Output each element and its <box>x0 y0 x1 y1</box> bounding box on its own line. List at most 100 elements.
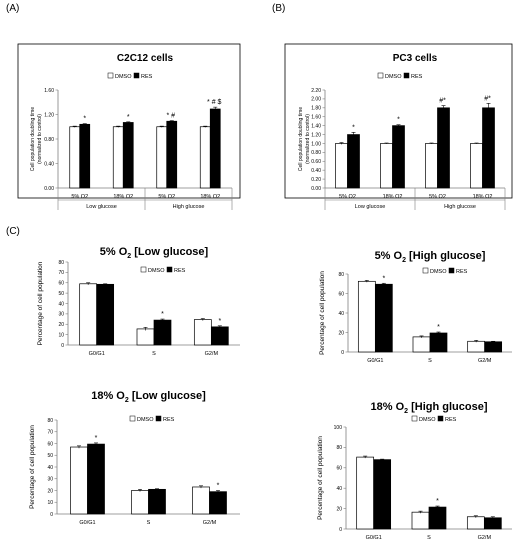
y-tick-label: 0.00 <box>311 186 321 192</box>
y-tick-label: 80 <box>47 418 53 424</box>
x-tick-label-3: G2/M <box>205 351 219 357</box>
legend-swatch-dmso <box>411 415 418 422</box>
bar-dmso-1 <box>357 280 376 353</box>
legend-swatch-dmso <box>107 72 114 79</box>
x-tick-label-1: G0/G1 <box>89 351 105 357</box>
chart-title: 5% O2 [Low glucose] <box>100 246 209 260</box>
chart-legend: DMSO RES <box>129 415 175 423</box>
x-tick-label-3: G2/M <box>478 358 492 364</box>
y-axis-label: Percentage of cell population <box>29 425 36 509</box>
bar-res-2 <box>428 506 447 530</box>
panel-label-a: (A) <box>6 3 20 14</box>
legend-label-dmso: DMSO <box>430 269 447 275</box>
legend-label-dmso: DMSO <box>137 417 154 423</box>
bar-dmso-2 <box>131 490 149 515</box>
x-tick-label-2: S <box>427 535 431 541</box>
y-tick-label: 1.20 <box>311 132 321 138</box>
x-tick-label-1: G0/G1 <box>79 520 95 526</box>
legend-swatch-dmso <box>422 267 429 274</box>
chart-title: PC3 cells <box>393 53 438 64</box>
chart-legend: DMSO RES <box>377 72 423 80</box>
x-tick-label-4: 18% O2 <box>200 194 220 200</box>
x-tick-label-3: G2/M <box>478 535 492 541</box>
bar-res-2 <box>429 332 448 353</box>
bar-dmso-3 <box>425 143 438 189</box>
legend-label-res: RES <box>445 417 457 423</box>
bar-dmso-1 <box>69 126 81 189</box>
significance-mark-2: * <box>437 324 440 331</box>
y-tick-label: 80 <box>336 445 342 451</box>
chart-frame <box>17 43 241 199</box>
chart-legend: DMSO RES <box>140 266 186 274</box>
chart-4: 5% O2 [High glucose] DMSO RES 0 20 40 60 80 Perc… <box>319 250 512 364</box>
y-tick-label: 40 <box>47 465 53 471</box>
y-tick-label: 100 <box>334 425 343 431</box>
bar-dmso-4 <box>199 126 211 189</box>
group-label-1: Low glucose <box>86 204 117 210</box>
y-tick-label: 20 <box>336 506 342 512</box>
bar-dmso-1 <box>70 446 88 515</box>
bar-res-1 <box>87 443 105 515</box>
legend-swatch-dmso <box>377 72 384 79</box>
legend-swatch-res <box>437 415 444 422</box>
bar-dmso-1 <box>356 456 375 530</box>
y-tick-label: 0 <box>339 527 342 533</box>
bar-res-2 <box>148 488 166 515</box>
y-tick-label: 0.40 <box>44 161 54 167</box>
significance-mark-3: * <box>217 483 220 490</box>
y-tick-label: 70 <box>47 430 53 436</box>
panel-label-b: (B) <box>272 3 286 14</box>
x-tick-label-3: 5% O2 <box>158 194 175 200</box>
y-axis-label: Cell population doubling time <box>30 107 36 171</box>
y-tick-label: 50 <box>47 453 53 459</box>
group-label-2: High glucose <box>173 204 205 210</box>
y-tick-label: 20 <box>58 322 64 328</box>
legend-label-res: RES <box>141 74 153 80</box>
y-tick-label: 10 <box>58 332 64 338</box>
chart-2: PC3 cells DMSO RES 0.00 0.20 0.40 0.60 0.80 1.00… <box>284 43 513 210</box>
bar-res-1 <box>373 459 392 530</box>
bar-res-1 <box>374 283 393 353</box>
legend-label-dmso: DMSO <box>115 74 132 80</box>
chart-legend: DMSO RES <box>107 72 153 80</box>
legend-swatch-res <box>403 72 410 79</box>
y-tick-label: 60 <box>338 291 344 297</box>
x-tick-label-2: S <box>147 520 151 526</box>
bar-dmso-2 <box>411 511 430 530</box>
y-tick-label: 30 <box>47 477 53 483</box>
y-tick-label: 80 <box>58 260 64 266</box>
significance-mark-4: #* <box>484 95 491 102</box>
bar-res-1 <box>79 123 91 189</box>
group-label-2: High glucose <box>444 204 476 210</box>
bar-dmso-2 <box>136 328 155 346</box>
bar-dmso-1 <box>79 283 98 346</box>
bar-dmso-4 <box>470 143 483 189</box>
y-tick-label: 1.80 <box>311 106 321 112</box>
y-tick-label: 40 <box>58 301 64 307</box>
y-tick-label: 0.60 <box>311 159 321 165</box>
legend-label-res: RES <box>411 74 423 80</box>
y-tick-label: 40 <box>338 311 344 317</box>
chart-legend: DMSO RES <box>422 267 468 275</box>
bar-res-2 <box>122 122 134 189</box>
chart-title: C2C12 cells <box>117 53 174 64</box>
panel-label-c: (C) <box>6 226 20 237</box>
x-tick-label-1: 5% O2 <box>339 194 356 200</box>
significance-mark-2: * <box>436 498 439 505</box>
bar-res-3 <box>437 107 450 189</box>
significance-mark-1: * <box>83 116 86 123</box>
x-tick-label-1: G0/G1 <box>366 535 382 541</box>
bar-dmso-3 <box>193 319 212 346</box>
legend-label-dmso: DMSO <box>419 417 436 423</box>
significance-mark-1: * <box>352 124 355 131</box>
y-tick-label: 0.80 <box>311 150 321 156</box>
chart-5: 18% O2 [Low glucose] DMSO RES 0 10 20 30 40 50 60… <box>29 390 240 526</box>
y-tick-label: 0.20 <box>311 177 321 183</box>
bar-res-3 <box>484 341 503 353</box>
y-tick-label: 20 <box>338 330 344 336</box>
y-axis-label: Cell population doubling time <box>298 107 304 171</box>
y-tick-label: 0.40 <box>311 168 321 174</box>
y-tick-label: 0.00 <box>44 186 54 192</box>
